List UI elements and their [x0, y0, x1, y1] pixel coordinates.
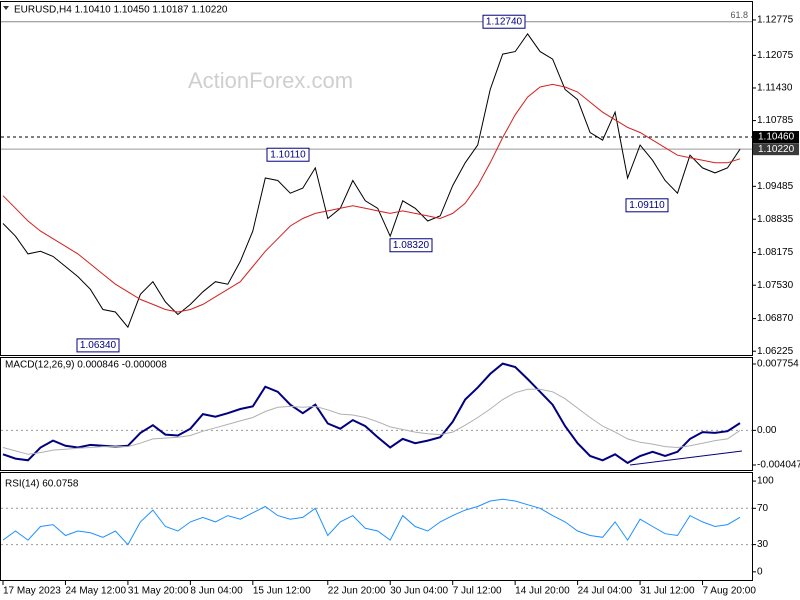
- y-tick-label: 1.08835: [757, 214, 794, 225]
- panel-title: MACD(12,26,9) 0.000846 -0.000008: [5, 360, 167, 371]
- series-line: [2, 33, 741, 329]
- x-tick-label: 24 May 12:00: [65, 586, 126, 597]
- annotation-label: 1.06340: [80, 340, 117, 351]
- annotation-label: 1.08320: [393, 240, 430, 251]
- y-tick-label: 0.00: [757, 425, 777, 436]
- x-tick-label: 7 Aug 20:00: [703, 586, 757, 597]
- x-tick-label: 31 Jul 12:00: [640, 586, 695, 597]
- annotation-label: 1.10110: [270, 149, 306, 160]
- trend-line: [629, 450, 743, 466]
- x-tick-label: 17 May 2023: [3, 586, 61, 597]
- y-tick-label: 0.007754: [757, 359, 799, 370]
- watermark: ActionForex.com: [188, 68, 353, 93]
- series-line: [2, 83, 741, 313]
- y-tick-label: 1.06870: [757, 313, 794, 324]
- price-tag-label: 1.10460: [758, 132, 795, 143]
- panel-title: RSI(14) 60.0758: [5, 479, 79, 490]
- y-tick-label: 1.06225: [757, 346, 794, 357]
- x-tick-label: 14 Jul 20:00: [515, 586, 570, 597]
- macd-panel: [0, 357, 753, 471]
- annotation-label: 1.09110: [629, 200, 665, 211]
- annotation-box: [266, 147, 310, 162]
- x-tick-label: 30 Jun 04:00: [390, 586, 448, 597]
- annotation-box: [625, 198, 669, 213]
- y-tick-label: 1.11430: [757, 83, 793, 94]
- series-line: [2, 498, 741, 546]
- y-tick-label: 0: [757, 566, 763, 577]
- annotation-box: [76, 338, 120, 353]
- series-line: [2, 388, 741, 455]
- main-panel: [0, 1, 753, 356]
- price-tag: [753, 143, 799, 156]
- x-tick-label: 31 May 20:00: [128, 586, 189, 597]
- y-tick-label: 1.10785: [757, 115, 794, 126]
- y-tick-label: -0.004047: [757, 460, 800, 471]
- y-tick-label: 1.08175: [757, 247, 794, 258]
- y-tick-label: 1.12075: [757, 50, 794, 61]
- y-tick-label: 100: [757, 476, 774, 487]
- y-tick-label: 70: [757, 503, 769, 514]
- symbol-icon: [3, 6, 9, 10]
- price-tag-label: 1.10220: [758, 144, 795, 155]
- annotation-label: 1.12740: [486, 16, 523, 27]
- y-tick-label: 1.07530: [757, 280, 794, 291]
- x-tick-label: 7 Jul 12:00: [453, 586, 502, 597]
- rsi-panel: [0, 472, 753, 581]
- y-tick-label: 1.09485: [757, 181, 794, 192]
- x-tick-label: 15 Jun 12:00: [253, 586, 311, 597]
- x-tick-label: 8 Jun 04:00: [190, 586, 243, 597]
- x-tick-label: 22 Jun 20:00: [328, 586, 386, 597]
- y-tick-label: 30: [757, 539, 769, 550]
- annotation-box: [389, 238, 433, 253]
- price-tag: [753, 131, 799, 144]
- y-tick-label: 1.12775: [757, 15, 794, 26]
- x-tick-label: 24 Jul 04:00: [578, 586, 633, 597]
- series-line: [2, 362, 741, 465]
- annotation-box: [482, 14, 526, 29]
- panel-title: EURUSD,H4 1.10410 1.10450 1.10187 1.1022…: [14, 5, 228, 16]
- fib-label: 61.8: [730, 10, 748, 20]
